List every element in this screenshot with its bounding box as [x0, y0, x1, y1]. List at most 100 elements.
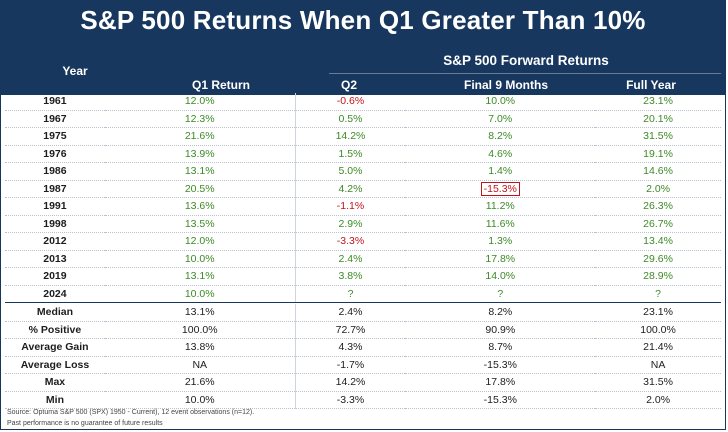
table-row: 1986 13.1% 5.0% 1.4% 14.6% [5, 162, 721, 181]
q1-return-cell: 13.6% [184, 200, 215, 213]
final-9-months-cell: 1.4% [488, 165, 513, 178]
full-year-cell: 20.1% [643, 112, 673, 125]
stats-separator [5, 302, 721, 303]
final-9-months-cell: 14.0% [485, 270, 516, 283]
year-cell: 1986 [43, 165, 67, 178]
stats-row: Average Gain 13.8% 4.3% 8.7% 21.4% [5, 338, 721, 357]
full-year-cell: 31.5% [643, 130, 673, 143]
q2-cell: 0.5% [338, 112, 363, 125]
stat-q1-cell: 13.1% [184, 306, 215, 319]
stat-final-9-months-cell: 17.8% [485, 376, 516, 389]
final-9-months-cell: 10.0% [485, 95, 516, 108]
q1-return-cell: 12.0% [184, 235, 215, 248]
table-row: 2013 10.0% 2.4% 17.8% 29.6% [5, 250, 721, 268]
final-9-months-cell: 11.2% [485, 200, 515, 213]
q2-cell: 4.2% [338, 182, 363, 195]
stat-q1-cell: 10.0% [184, 393, 215, 406]
col-header-full-year: Full Year [626, 78, 676, 92]
disclaimer-footnote: Past performance is no guarantee of futu… [7, 420, 163, 427]
source-footnote: Source: Optuma S&P 500 (SPX) 1950 - Curr… [7, 409, 255, 416]
q2-cell: 14.2% [335, 130, 366, 143]
stat-q2-cell: 14.2% [335, 376, 366, 389]
stats-row: Min 10.0% -3.3% -15.3% 2.0% [5, 391, 721, 409]
table-row: 1998 13.5% 2.9% 11.6% 26.7% [5, 215, 721, 233]
year-cell: 2013 [43, 252, 67, 265]
stat-label: Min [45, 393, 64, 406]
year-cell: 1998 [43, 217, 67, 230]
stat-final-9-months-cell: 8.7% [488, 341, 513, 354]
stat-label: Max [44, 376, 66, 389]
stat-q2-cell: -1.7% [336, 358, 365, 371]
full-year-cell: 23.1% [643, 95, 673, 108]
final-9-months-cell: 1.3% [488, 235, 513, 248]
stat-q1-cell: NA [192, 358, 208, 371]
table-row: 1975 21.6% 14.2% 8.2% 31.5% [5, 127, 721, 146]
q2-cell: 1.5% [338, 147, 363, 160]
stat-q1-cell: 13.8% [184, 341, 215, 354]
years-table: 1961 12.0% -0.6% 10.0% 23.1% 1967 12.3% 0.5% 7.0… [5, 93, 721, 303]
year-cell: 1967 [43, 112, 67, 125]
year-cell: 1991 [43, 200, 67, 213]
stats-row: % Positive 100.0% 72.7% 90.9% 100.0% [5, 321, 721, 339]
q2-cell: 5.0% [338, 165, 363, 178]
q1-return-cell: 12.0% [184, 95, 215, 108]
stats-row: Median 13.1% 2.4% 8.2% 23.1% [5, 304, 721, 322]
table-row: 1961 12.0% -0.6% 10.0% 23.1% [5, 93, 721, 111]
col-header-q2: Q2 [340, 78, 357, 92]
full-year-cell: 28.9% [643, 270, 673, 283]
full-year-cell: 14.6% [643, 165, 673, 178]
full-year-cell: 29.6% [643, 252, 673, 265]
year-cell: 2024 [43, 287, 67, 300]
year-cell: 2012 [43, 235, 67, 248]
table-row: 2024 10.0%??? [5, 285, 721, 303]
stat-full-year-cell: NA [650, 358, 666, 371]
stat-full-year-cell: 31.5% [643, 376, 673, 389]
stat-full-year-cell: 23.1% [643, 306, 673, 319]
col-header-q1-return: Q1 Return [191, 78, 250, 92]
stats-row: Max 21.6% 14.2% 17.8% 31.5% [5, 373, 721, 392]
q1-return-cell: 13.9% [184, 147, 215, 160]
year-cell: 1961 [43, 95, 67, 108]
stat-label: % Positive [28, 323, 82, 336]
final-9-months-cell: 17.8% [485, 252, 516, 265]
stat-q2-cell: 72.7% [335, 323, 366, 336]
q1-return-cell: 13.1% [184, 270, 215, 283]
col-header-final-9-months: Final 9 Months [464, 78, 548, 92]
final-9-months-cell: 11.6% [485, 217, 515, 230]
stat-final-9-months-cell: -15.3% [483, 358, 517, 371]
q2-cell: -1.1% [336, 200, 365, 213]
final-9-months-cell: 4.6% [488, 147, 513, 160]
q2-cell: 2.9% [338, 217, 363, 230]
year-cell: 1987 [43, 182, 67, 195]
q2-cell: 3.8% [338, 270, 363, 283]
q2-cell: -0.6% [336, 95, 365, 108]
year-cell: 1976 [43, 147, 67, 160]
table-row: 2019 13.1% 3.8% 14.0% 28.9% [5, 267, 721, 286]
stat-q1-cell: 100.0% [181, 323, 218, 336]
q2-cell: -3.3% [336, 235, 365, 248]
table-row: 2012 12.0% -3.3% 1.3% 13.4% [5, 232, 721, 251]
group-divider [329, 73, 721, 74]
final-9-months-cell: 7.0% [488, 112, 513, 125]
q1-return-cell: 12.3% [184, 112, 215, 125]
table-row: 1991 13.6% -1.1% 11.2% 26.3% [5, 197, 721, 216]
page-title: S&P 500 Returns When Q1 Greater Than 10% [80, 5, 646, 35]
q1-return-cell: 20.5% [184, 182, 215, 195]
col-header-year: Year [62, 64, 88, 78]
summary-stats-table: Median 13.1% 2.4% 8.2% 23.1% % Positive 100.0%… [5, 304, 721, 409]
final-9-months-cell: -15.3% [480, 181, 520, 196]
stat-full-year-cell: 2.0% [646, 393, 671, 406]
q1-return-cell: 10.0% [184, 252, 215, 265]
full-year-cell: 2.0% [646, 182, 671, 195]
stat-final-9-months-cell: 8.2% [488, 306, 513, 319]
table-row: 1976 13.9% 1.5% 4.6% 19.1% [5, 145, 721, 163]
table-header: S&P 500 Returns When Q1 Greater Than 10%… [1, 1, 725, 95]
stat-label: Average Gain [21, 341, 89, 354]
stat-q1-cell: 21.6% [184, 376, 215, 389]
full-year-cell: 26.7% [643, 217, 673, 230]
stat-final-9-months-cell: -15.3% [483, 393, 517, 406]
q2-cell: 2.4% [338, 252, 363, 265]
stat-full-year-cell: 100.0% [640, 323, 676, 336]
q2-cell: ? [347, 287, 354, 300]
